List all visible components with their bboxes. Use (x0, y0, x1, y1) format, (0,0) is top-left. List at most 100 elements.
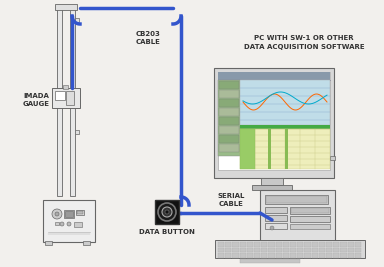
Text: IMADA
GAUGE: IMADA GAUGE (23, 93, 50, 107)
Bar (75, 18, 79, 22)
Bar (55, 222, 59, 225)
Bar (265, 195, 328, 204)
Bar (326, 242, 332, 246)
Bar (215, 240, 365, 258)
Bar (240, 248, 246, 252)
Bar (340, 248, 347, 252)
Bar (268, 129, 271, 169)
Bar (297, 248, 303, 252)
Bar (225, 248, 232, 252)
Text: SERIAL
CABLE: SERIAL CABLE (217, 193, 245, 207)
Bar (247, 253, 253, 257)
Circle shape (270, 226, 274, 230)
Text: CB203
CABLE: CB203 CABLE (136, 31, 161, 45)
Bar (268, 248, 275, 252)
Bar (333, 253, 339, 257)
Bar (52, 88, 80, 108)
Bar (218, 72, 330, 80)
Bar (276, 253, 282, 257)
Circle shape (52, 209, 62, 219)
Bar (240, 242, 246, 246)
Bar (276, 248, 282, 252)
Bar (297, 242, 303, 246)
Bar (74, 222, 82, 227)
Bar (252, 185, 292, 190)
Bar (219, 144, 239, 152)
Bar (276, 242, 282, 246)
Bar (219, 99, 239, 107)
Bar (75, 130, 79, 134)
Bar (218, 72, 330, 170)
Bar (283, 242, 289, 246)
Bar (240, 129, 255, 169)
Bar (261, 248, 267, 252)
Bar (218, 248, 224, 252)
Bar (225, 242, 232, 246)
Bar (265, 215, 287, 221)
Bar (225, 253, 232, 257)
Circle shape (162, 207, 172, 217)
Bar (70, 6, 75, 196)
Bar (232, 242, 238, 246)
Bar (290, 224, 330, 229)
Bar (155, 200, 179, 224)
Bar (55, 91, 65, 100)
Bar (219, 135, 239, 143)
Circle shape (165, 210, 169, 214)
Bar (240, 259, 300, 263)
Circle shape (67, 222, 71, 226)
Bar (43, 200, 95, 242)
Bar (219, 108, 239, 116)
Bar (355, 242, 361, 246)
Bar (240, 80, 330, 125)
Bar (260, 190, 335, 242)
Bar (285, 129, 288, 169)
Bar (330, 156, 335, 160)
Bar (64, 210, 74, 218)
Bar (268, 242, 275, 246)
Bar (348, 242, 354, 246)
Bar (260, 241, 335, 245)
Bar (240, 253, 246, 257)
Bar (355, 248, 361, 252)
Bar (218, 253, 224, 257)
Bar (305, 253, 311, 257)
Text: PC WITH SW-1 OR OTHER
DATA ACQUISITION SOFTWARE: PC WITH SW-1 OR OTHER DATA ACQUISITION S… (244, 34, 364, 49)
Bar (291, 208, 329, 213)
Bar (311, 248, 318, 252)
Bar (57, 6, 62, 196)
Bar (311, 242, 318, 246)
Bar (340, 253, 347, 257)
Bar (55, 4, 77, 10)
Bar (326, 248, 332, 252)
Bar (319, 242, 325, 246)
Bar (214, 68, 334, 178)
Bar (240, 125, 330, 129)
Bar (232, 248, 238, 252)
Bar (297, 253, 303, 257)
Bar (77, 211, 83, 214)
Bar (65, 211, 73, 217)
Bar (261, 253, 267, 257)
Bar (219, 81, 239, 89)
Bar (266, 196, 327, 203)
Bar (247, 242, 253, 246)
Bar (219, 126, 239, 134)
Bar (76, 210, 84, 215)
Bar (45, 241, 52, 245)
Bar (254, 253, 260, 257)
Circle shape (158, 203, 176, 221)
Bar (348, 253, 354, 257)
Bar (219, 117, 239, 125)
Bar (247, 248, 253, 252)
Bar (283, 253, 289, 257)
Bar (218, 80, 240, 156)
Bar (290, 207, 330, 214)
Text: DATA BUTTON: DATA BUTTON (139, 229, 195, 235)
Bar (319, 248, 325, 252)
Bar (311, 253, 318, 257)
Circle shape (60, 222, 64, 226)
Bar (265, 207, 287, 213)
Bar (290, 253, 296, 257)
Bar (340, 242, 347, 246)
